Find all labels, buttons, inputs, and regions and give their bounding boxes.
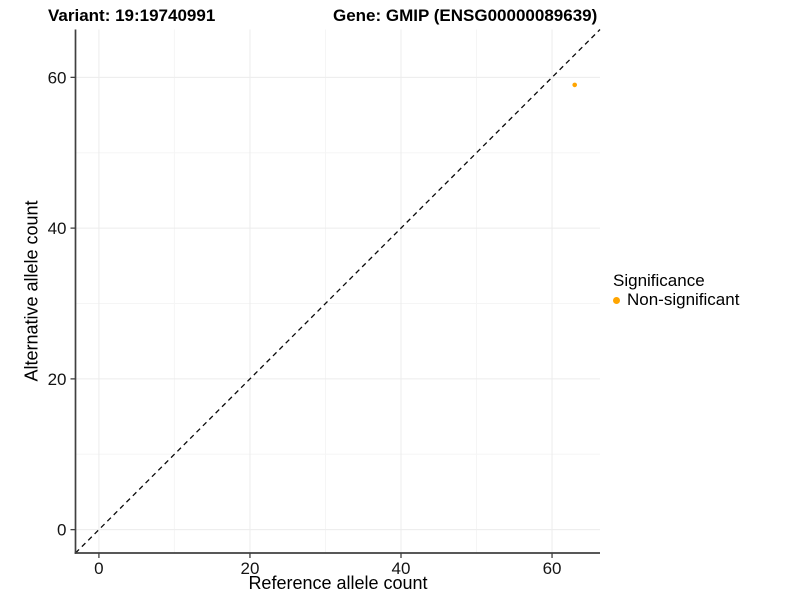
plot-title-gene: Gene: GMIP (ENSG00000089639) — [333, 6, 598, 25]
y-tick-label: 40 — [48, 219, 67, 238]
legend: Significance Non-significant — [613, 271, 739, 310]
x-tick-label: 60 — [543, 559, 562, 578]
y-tick-label: 20 — [48, 370, 67, 389]
legend-title: Significance — [613, 271, 705, 290]
legend-item-non-significant: Non-significant — [613, 290, 739, 310]
identity-reference-line — [75, 29, 601, 554]
data-point — [572, 82, 578, 88]
x-tick-label: 40 — [392, 559, 411, 578]
x-axis-title: Reference allele count — [248, 573, 428, 593]
legend-point-icon — [613, 296, 620, 304]
plot-title-variant: Variant: 19:19740991 — [48, 6, 216, 25]
y-tick-label: 0 — [57, 521, 66, 540]
x-tick-label: 0 — [94, 559, 103, 578]
x-tick-label: 20 — [240, 559, 259, 578]
y-tick-label: 60 — [48, 68, 67, 87]
y-axis-title: Alternative allele count — [21, 200, 42, 382]
legend-item-label: Non-significant — [627, 290, 740, 309]
